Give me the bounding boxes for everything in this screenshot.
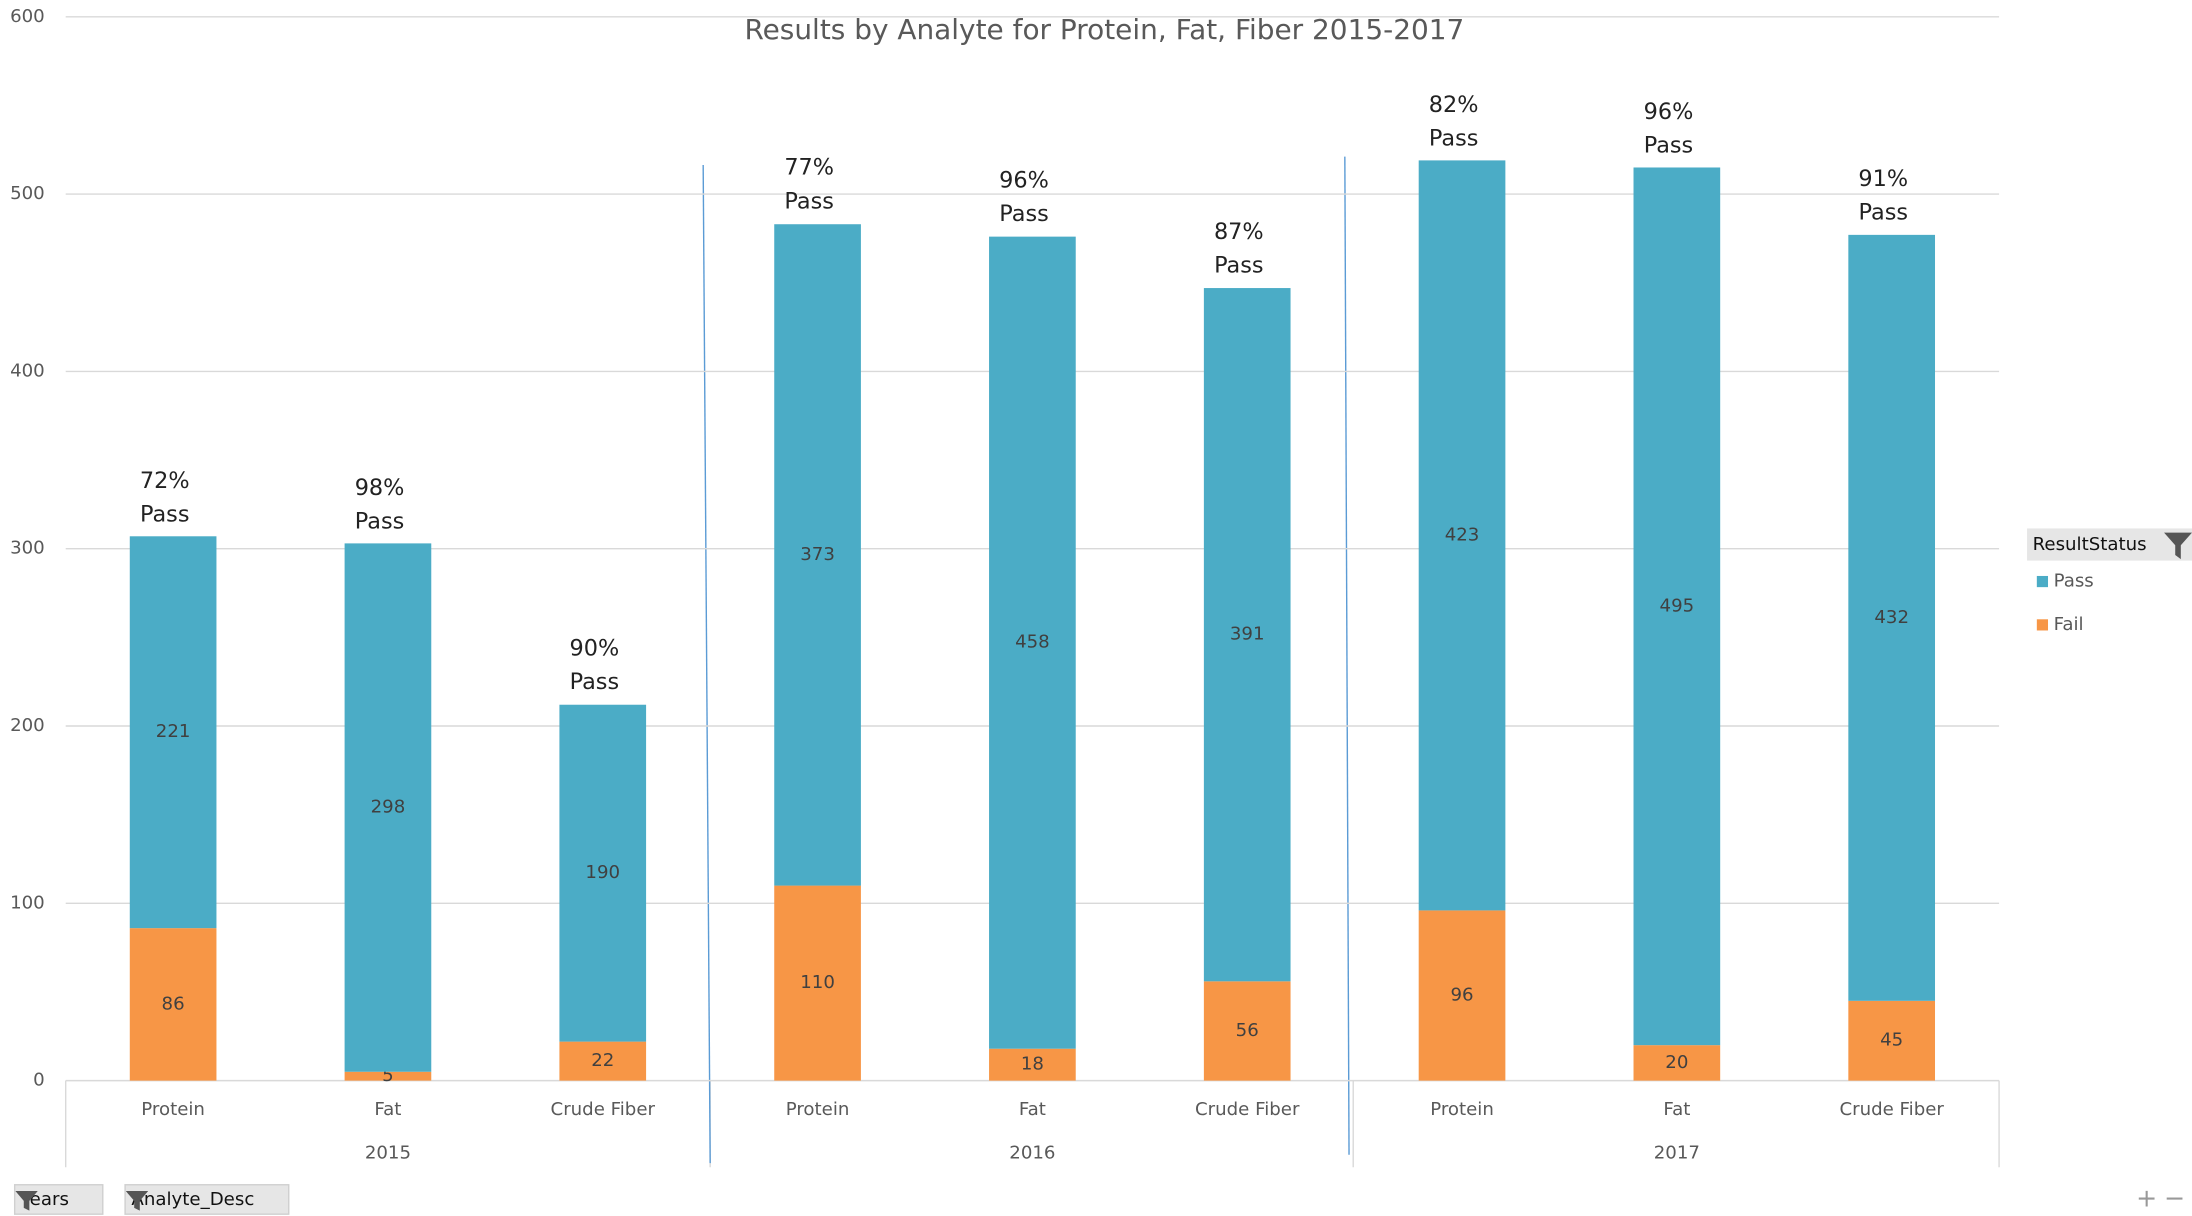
bar-segment — [344, 1071, 432, 1081]
legend-swatch — [2036, 575, 2049, 588]
bar-segment — [1203, 981, 1291, 1081]
x-tick-label: Crude Fiber — [1195, 1099, 1300, 1120]
bar-segment — [1418, 160, 1506, 911]
separator-line — [1344, 156, 1350, 1155]
group-label: 2015 — [365, 1142, 411, 1163]
zoom-in[interactable]: + — [2136, 1183, 2157, 1212]
bar-segment — [1418, 910, 1506, 1081]
data-label: 221 — [156, 721, 191, 742]
bar-segment — [774, 885, 861, 1081]
y-tick-label: 500 — [10, 183, 45, 204]
bar-segment — [1848, 234, 1936, 1001]
x-tick-label: Crude Fiber — [1839, 1099, 1944, 1120]
bar-segment — [129, 536, 217, 929]
y-tick-label: 600 — [10, 6, 45, 27]
data-label: 298 — [371, 797, 406, 818]
data-label: 495 — [1660, 595, 1695, 616]
x-tick-label: Fat — [1019, 1099, 1046, 1120]
annotation: 91% Pass — [1858, 164, 1909, 226]
data-label: 86 — [162, 993, 185, 1014]
legend-title-box — [2027, 528, 2192, 561]
data-label: 391 — [1230, 624, 1265, 645]
legend-label: Pass — [2054, 571, 2094, 592]
data-label: 45 — [1880, 1030, 1903, 1051]
data-label: 423 — [1445, 524, 1480, 545]
group-label: 2016 — [1009, 1142, 1055, 1163]
bar-segment — [1203, 288, 1291, 982]
group-label: 2017 — [1654, 1142, 1700, 1163]
annotation: 98% Pass — [354, 473, 405, 534]
bar-segment — [989, 1048, 1076, 1081]
data-label: 458 — [1015, 632, 1050, 653]
x-tick-label: Protein — [1430, 1099, 1494, 1120]
bar-segment — [1633, 1045, 1721, 1081]
bar-segment — [559, 1041, 647, 1081]
annotation: 87% Pass — [1213, 218, 1264, 279]
annotation: 96% Pass — [1643, 97, 1694, 158]
x-tick-label: Crude Fiber — [551, 1099, 656, 1120]
zoom-out[interactable]: − — [2164, 1183, 2185, 1212]
data-label: 190 — [585, 862, 620, 883]
legend-title: ResultStatus — [2033, 534, 2147, 555]
data-label: 5 — [382, 1065, 394, 1086]
filter-label: Analyte_Desc — [131, 1189, 255, 1211]
annotation: 72% Pass — [139, 466, 190, 527]
bar-segment — [1633, 167, 1721, 1046]
filter-button[interactable]: Analyte_Desc — [124, 1184, 290, 1215]
y-tick-label: 0 — [33, 1070, 45, 1091]
y-tick-label: 200 — [10, 715, 45, 736]
annotation: 90% Pass — [569, 634, 620, 695]
annotation: 77% Pass — [784, 154, 835, 215]
annotation: 82% Pass — [1428, 90, 1479, 151]
data-label: 373 — [800, 544, 835, 565]
y-tick-label: 100 — [10, 892, 45, 913]
data-label: 20 — [1665, 1052, 1688, 1073]
bar-segment — [559, 704, 647, 1042]
x-tick-label: Protein — [141, 1099, 205, 1120]
bar-segment — [774, 224, 861, 886]
filter-icon — [125, 1191, 149, 1211]
data-label: 22 — [591, 1050, 614, 1071]
bar-segment — [344, 543, 432, 1072]
data-label: 110 — [800, 972, 835, 993]
y-tick-label: 400 — [10, 360, 45, 381]
legend-label: Fail — [2054, 614, 2084, 635]
chart-title: Results by Analyte for Protein, Fat, Fib… — [744, 13, 1464, 46]
bar-segment — [989, 236, 1076, 1049]
annotation: 96% Pass — [999, 166, 1049, 227]
x-tick-label: Fat — [374, 1099, 401, 1120]
filter-icon — [15, 1191, 38, 1211]
data-label: 18 — [1021, 1054, 1044, 1075]
x-tick-label: Protein — [786, 1099, 850, 1120]
data-label: 432 — [1874, 607, 1909, 628]
x-tick-label: Fat — [1663, 1099, 1690, 1120]
data-label: 56 — [1236, 1020, 1259, 1041]
bar-segment — [129, 928, 217, 1081]
y-tick-label: 300 — [10, 538, 45, 559]
filter-button[interactable]: Years — [13, 1184, 104, 1215]
bar-segment — [1848, 1000, 1936, 1081]
legend-swatch — [2036, 619, 2049, 631]
data-label: 96 — [1450, 985, 1473, 1006]
separator-line — [702, 164, 711, 1164]
filter-icon[interactable] — [2164, 532, 2192, 560]
